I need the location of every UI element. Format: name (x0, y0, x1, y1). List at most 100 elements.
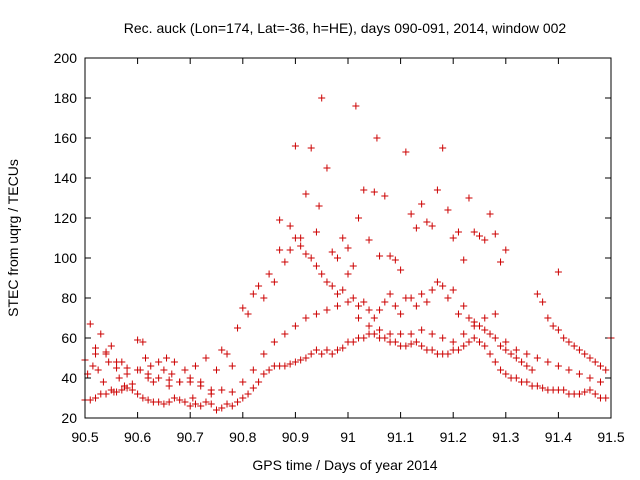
data-point (512, 354, 520, 362)
data-point (407, 340, 415, 348)
data-point (428, 346, 436, 354)
data-point (249, 384, 257, 392)
data-point (228, 362, 236, 370)
data-point (444, 206, 452, 214)
data-point (286, 246, 294, 254)
data-point (115, 374, 123, 382)
data-point (218, 386, 226, 394)
data-point (481, 236, 489, 244)
data-point (223, 350, 231, 358)
data-point (454, 228, 462, 236)
data-point (202, 354, 210, 362)
data-point (249, 290, 257, 298)
data-point (381, 298, 389, 306)
data-point (99, 378, 107, 386)
data-point (449, 286, 457, 294)
data-point (89, 362, 97, 370)
data-point (460, 302, 468, 310)
data-point (491, 230, 499, 238)
data-point (255, 282, 263, 290)
data-point (107, 386, 115, 394)
data-point (276, 246, 284, 254)
data-point (402, 148, 410, 156)
axis-ticks: 90.5 90.6 90.7 90.8 90.9 91 91.1 91.2 91.3 91.4 91… (54, 50, 625, 445)
data-point (186, 402, 194, 410)
data-point (92, 344, 100, 352)
data-point (339, 286, 347, 294)
data-point (428, 330, 436, 338)
data-point (465, 194, 473, 202)
data-point (123, 384, 131, 392)
data-point (105, 358, 113, 366)
data-point (360, 298, 368, 306)
data-point (141, 354, 149, 362)
data-point (260, 370, 268, 378)
data-point (586, 374, 594, 382)
data-point (318, 270, 326, 278)
data-point (297, 356, 305, 364)
data-point (355, 214, 363, 222)
data-point (328, 248, 336, 256)
data-point (397, 266, 405, 274)
data-point (470, 334, 478, 342)
data-point (244, 390, 252, 398)
data-point (207, 386, 215, 394)
data-point (134, 366, 142, 374)
data-point (407, 210, 415, 218)
data-point (433, 278, 441, 286)
data-point (360, 334, 368, 342)
data-point (602, 394, 610, 402)
data-point (565, 338, 573, 346)
data-point (139, 338, 147, 346)
data-point (249, 366, 257, 374)
data-point (155, 398, 163, 406)
data-point (418, 326, 426, 334)
data-point (391, 256, 399, 264)
data-point (128, 386, 136, 394)
data-point (470, 322, 478, 330)
data-point (191, 362, 199, 370)
data-point (286, 222, 294, 230)
data-point (97, 330, 105, 338)
data-point (239, 394, 247, 402)
y-tick-label: 140 (54, 170, 78, 186)
data-point (144, 370, 152, 378)
data-point (497, 258, 505, 266)
data-point (554, 268, 562, 276)
data-point (333, 302, 341, 310)
data-point (539, 384, 547, 392)
data-point (281, 362, 289, 370)
data-point (218, 346, 226, 354)
data-point (312, 228, 320, 236)
data-point (189, 394, 197, 402)
data-point (449, 338, 457, 346)
x-tick-label: 91 (340, 429, 356, 445)
data-point (181, 398, 189, 406)
data-point (128, 380, 136, 388)
data-point (454, 346, 462, 354)
y-tick-label: 200 (54, 50, 78, 66)
data-point (207, 400, 215, 408)
data-point (428, 222, 436, 230)
data-point (575, 370, 583, 378)
y-tick-label: 20 (61, 410, 77, 426)
data-point (118, 386, 126, 394)
data-point (218, 404, 226, 412)
data-point (86, 396, 94, 404)
data-point (523, 350, 531, 358)
data-point (181, 366, 189, 374)
data-point (502, 346, 510, 354)
data-point (418, 290, 426, 298)
data-point (412, 224, 420, 232)
data-point (234, 398, 242, 406)
data-point (586, 386, 594, 394)
data-point (412, 338, 420, 346)
data-point (533, 382, 541, 390)
data-point (102, 390, 110, 398)
data-point (191, 400, 199, 408)
data-point (312, 346, 320, 354)
data-point (439, 144, 447, 152)
chart-title: Rec. auck (Lon=174, Lat=-36, h=HE), days… (124, 20, 567, 36)
data-point (365, 322, 373, 330)
